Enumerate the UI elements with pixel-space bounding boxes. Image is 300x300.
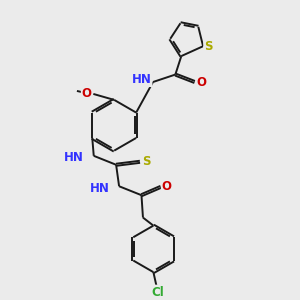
Text: O: O	[82, 87, 92, 101]
Text: O: O	[162, 180, 172, 193]
Text: HN: HN	[90, 182, 110, 195]
Text: S: S	[204, 40, 213, 53]
Text: HN: HN	[132, 73, 152, 86]
Text: O: O	[196, 76, 206, 88]
Text: HN: HN	[64, 151, 84, 164]
Text: S: S	[142, 155, 151, 168]
Text: Cl: Cl	[152, 286, 164, 298]
